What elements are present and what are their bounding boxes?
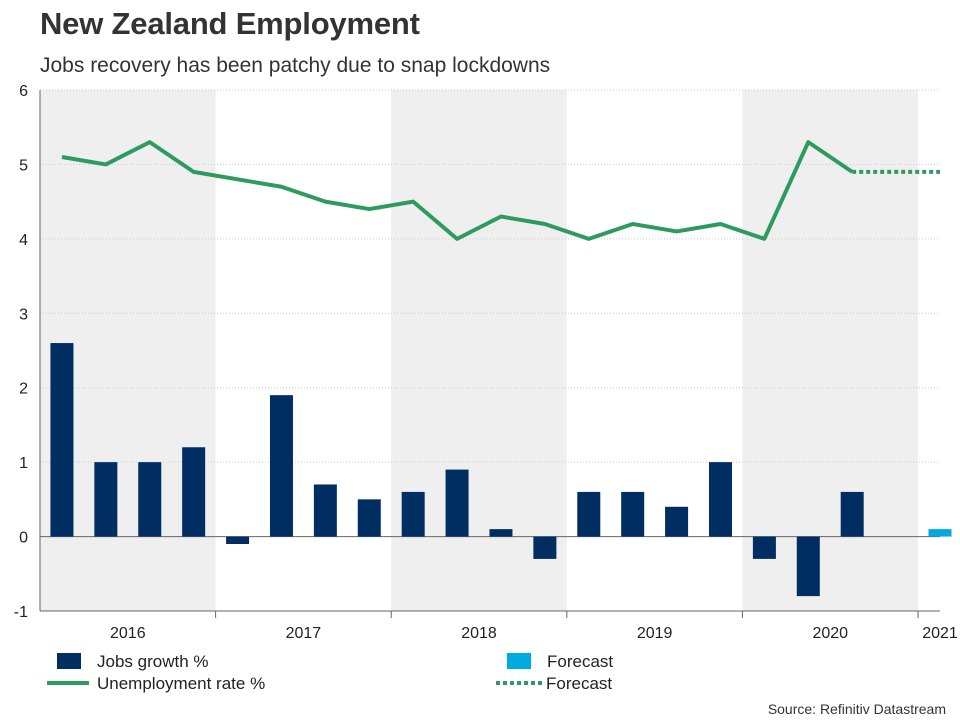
source-note: Source: Refinitiv Datastream bbox=[768, 701, 946, 717]
legend-label: Forecast bbox=[547, 652, 613, 671]
y-tick-label: 3 bbox=[19, 306, 28, 323]
jobs-growth-bar bbox=[665, 506, 689, 537]
jobs-growth-bar bbox=[401, 491, 425, 537]
jobs-growth-bar bbox=[138, 462, 162, 537]
jobs-growth-bar bbox=[840, 491, 864, 537]
legend-label: Jobs growth % bbox=[97, 652, 209, 671]
jobs-growth-bar bbox=[621, 491, 645, 537]
x-year-label: 2020 bbox=[812, 625, 848, 642]
year-shade-band bbox=[742, 90, 919, 611]
y-tick-label: 0 bbox=[19, 530, 28, 547]
x-year-label: 2021 bbox=[922, 625, 958, 642]
jobs-growth-bar bbox=[489, 529, 513, 537]
y-tick-label: 5 bbox=[19, 157, 28, 174]
x-year-label: 2017 bbox=[286, 625, 322, 642]
legend-swatch-bar bbox=[507, 653, 531, 669]
jobs-growth-bar bbox=[796, 536, 820, 597]
chart-title: New Zealand Employment bbox=[40, 6, 420, 41]
jobs-growth-bar bbox=[708, 462, 732, 537]
jobs-growth-bar bbox=[533, 536, 557, 559]
jobs-growth-bar bbox=[269, 395, 293, 537]
jobs-growth-bar bbox=[226, 536, 250, 545]
jobs-growth-bar bbox=[445, 469, 469, 537]
jobs-growth-bar bbox=[182, 447, 206, 537]
y-tick-label: 2 bbox=[19, 381, 28, 398]
unemployment-rate-line bbox=[61, 140, 854, 241]
jobs-growth-bar bbox=[50, 343, 74, 537]
jobs-growth-bar bbox=[752, 536, 776, 559]
forecast-bar bbox=[928, 529, 952, 537]
x-year-label: 2019 bbox=[637, 625, 673, 642]
chart-subtitle: Jobs recovery has been patchy due to sna… bbox=[40, 54, 551, 77]
y-tick-label: 6 bbox=[19, 83, 28, 100]
y-tick-label: -1 bbox=[14, 604, 28, 621]
x-year-label: 2016 bbox=[110, 625, 146, 642]
jobs-growth-bar bbox=[357, 499, 381, 537]
legend-swatch-bar bbox=[57, 653, 81, 669]
jobs-growth-bar bbox=[94, 462, 118, 537]
y-tick-label: 4 bbox=[19, 232, 28, 249]
jobs-growth-bar bbox=[313, 484, 337, 537]
jobs-growth-bar bbox=[577, 491, 601, 537]
x-year-label: 2018 bbox=[461, 625, 497, 642]
y-tick-label: 1 bbox=[19, 455, 28, 472]
legend-label: Unemployment rate % bbox=[97, 674, 265, 693]
legend-label: Forecast bbox=[546, 674, 612, 693]
